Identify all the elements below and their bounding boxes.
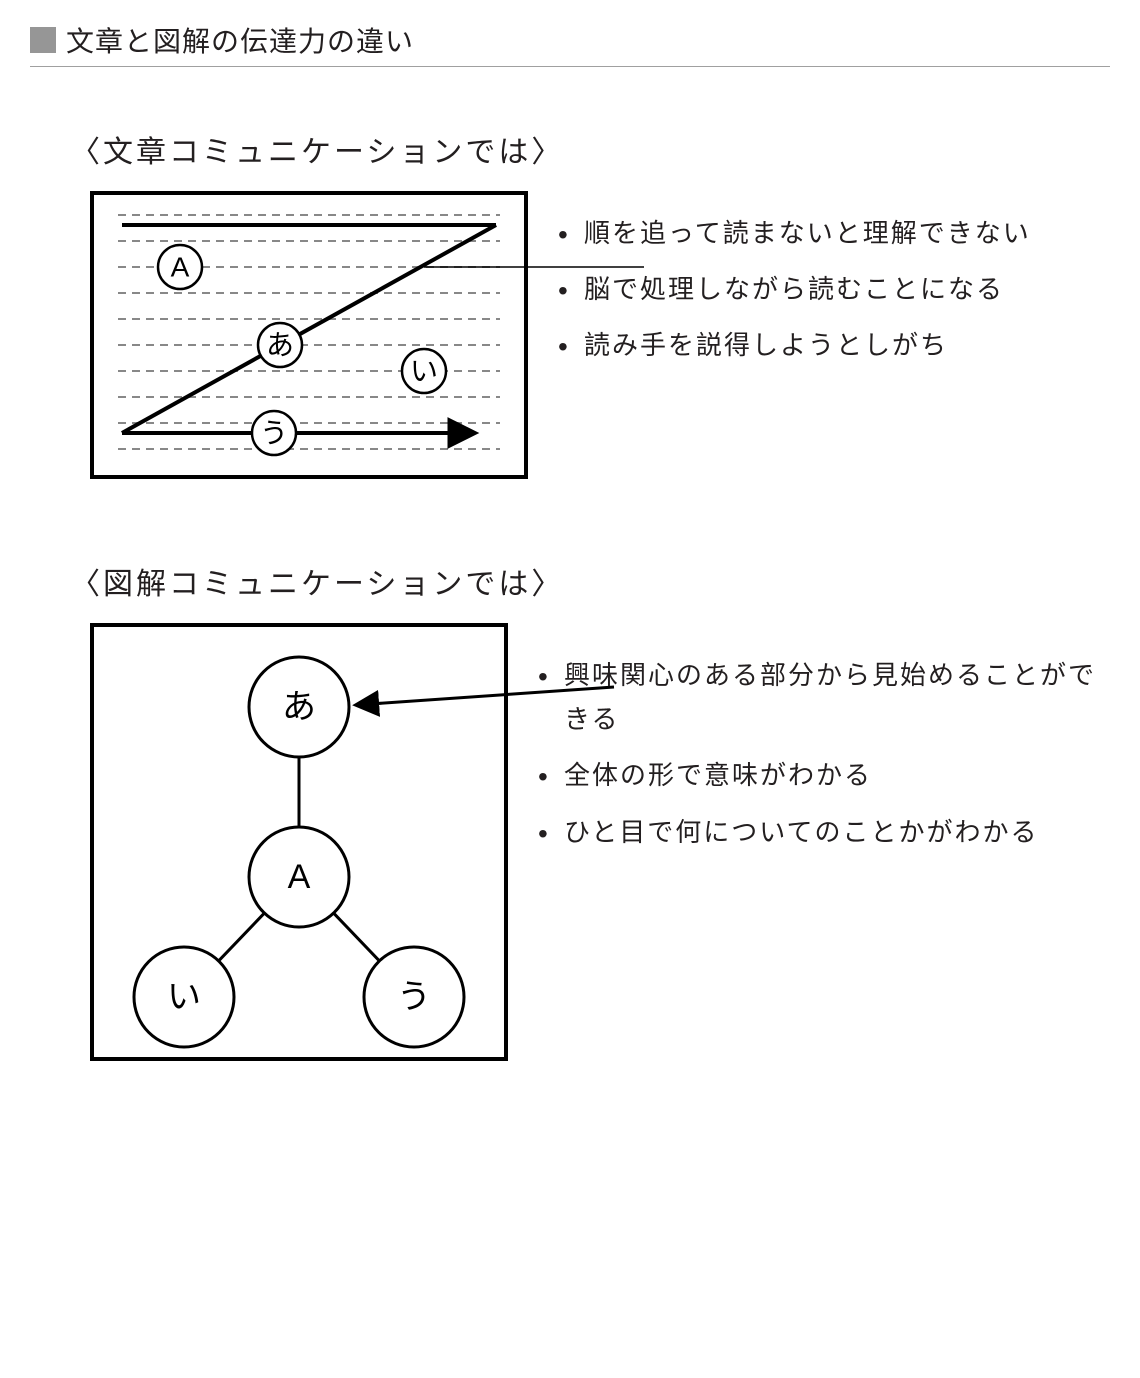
- svg-text:あ: あ: [266, 330, 294, 361]
- svg-text:A: A: [171, 252, 190, 283]
- svg-text:あ: あ: [282, 688, 316, 726]
- section-diagram-communication: 〈図解コミュニケーションでは〉 あ A い う 興味関心のある部分から見始めることがで…: [30, 559, 1110, 1061]
- section2-heading: 〈図解コミュニケーションでは〉: [70, 559, 1110, 603]
- section2-bullets: 興味関心のある部分から見始めることができる 全体の形で意味がわかる ひと目で何に…: [538, 653, 1110, 866]
- bullet-item: 脳で処理しながら読むことになる: [558, 267, 1031, 311]
- svg-text:う: う: [397, 978, 431, 1016]
- svg-text:い: い: [410, 356, 438, 387]
- bullet-item: ひと目で何についてのことかがわかる: [538, 810, 1110, 854]
- bullet-item: 興味関心のある部分から見始めることができる: [538, 653, 1110, 741]
- page-title: 文章と図解の伝達力の違い: [66, 20, 414, 60]
- section1-row: A あいう 順を追って読まないと理解できない 脳で処理しながら読むことになる 読み…: [30, 191, 1110, 479]
- svg-text:う: う: [260, 418, 288, 449]
- bullet-item: 読み手を説得しようとしがち: [558, 323, 1031, 367]
- section1-bullets: 順を追って読まないと理解できない 脳で処理しながら読むことになる 読み手を説得し…: [558, 211, 1031, 380]
- section2-row: あ A い う 興味関心のある部分から見始めることができる 全体の形で意味がわかる ひ…: [30, 623, 1110, 1061]
- svg-text:い: い: [167, 978, 201, 1016]
- section1-diagram: A あいう: [90, 191, 528, 479]
- section1-heading: 〈文章コミュニケーションでは〉: [70, 127, 1110, 171]
- bullet-item: 順を追って読まないと理解できない: [558, 211, 1031, 255]
- section-text-communication: 〈文章コミュニケーションでは〉 A あいう 順を追って読まないと理解できない 脳で…: [30, 127, 1110, 479]
- section2-diagram: あ A い う: [90, 623, 508, 1061]
- title-square-icon: [30, 27, 56, 53]
- bullet-item: 全体の形で意味がわかる: [538, 753, 1110, 797]
- page-title-row: 文章と図解の伝達力の違い: [30, 20, 1110, 67]
- svg-text:A: A: [288, 858, 311, 896]
